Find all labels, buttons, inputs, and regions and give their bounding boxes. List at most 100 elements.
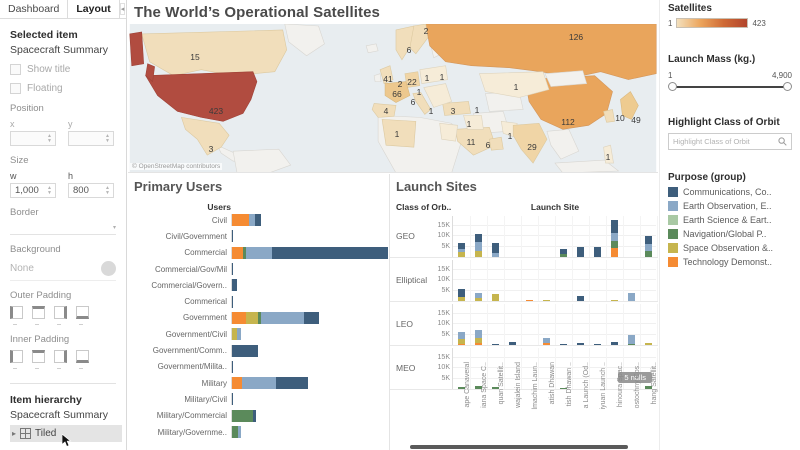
bar-segment[interactable]: [645, 250, 652, 257]
purpose-legend-item[interactable]: Navigation/Global P..: [668, 229, 792, 239]
bar-segment[interactable]: [560, 248, 567, 254]
bar-segment[interactable]: [254, 214, 261, 227]
position-y-input[interactable]: ▲ ▼: [68, 131, 114, 146]
stacked-bar[interactable]: [560, 344, 567, 345]
country-iraq[interactable]: [463, 115, 484, 130]
country-sweden[interactable]: [409, 24, 429, 55]
color-gradient-bar[interactable]: [676, 18, 749, 28]
bar-segment[interactable]: [611, 341, 618, 345]
bar-segment[interactable]: [492, 386, 499, 389]
bar-segment[interactable]: [543, 342, 550, 345]
stacked-bar[interactable]: [611, 220, 618, 257]
bar-segment[interactable]: [232, 409, 254, 422]
country-france[interactable]: [384, 81, 411, 103]
stacked-bar[interactable]: [645, 386, 652, 389]
launch-mass-slider[interactable]: [668, 81, 792, 93]
country-uk[interactable]: [379, 65, 394, 85]
bar-segment[interactable]: [232, 377, 242, 390]
tab-layout[interactable]: Layout: [67, 0, 120, 18]
stacked-bar[interactable]: [492, 293, 499, 301]
bar-segment[interactable]: [475, 242, 482, 251]
country-saudi-arabia[interactable]: [455, 126, 496, 156]
bar-segment[interactable]: [577, 343, 584, 345]
horizontal-scrollbar[interactable]: [410, 445, 628, 449]
bar-segment[interactable]: [509, 342, 516, 345]
stacked-bar[interactable]: [594, 344, 601, 345]
bar-segment[interactable]: [475, 342, 482, 345]
stacked-bar[interactable]: [492, 243, 499, 257]
stacked-bar[interactable]: [560, 387, 567, 389]
orbit-plot-area[interactable]: [452, 304, 658, 345]
country-philippines[interactable]: [603, 144, 614, 164]
bar-segment[interactable]: [560, 387, 567, 389]
sidebar-collapse-button[interactable]: ◂: [119, 3, 126, 15]
orbit-plot-area[interactable]: 5 nulls: [452, 348, 658, 389]
purpose-legend-item[interactable]: Technology Demonst..: [668, 257, 792, 267]
bar-segment[interactable]: [246, 311, 258, 324]
region-eastern-europe[interactable]: [419, 65, 448, 84]
bar-segment[interactable]: [303, 311, 320, 324]
bar-segment[interactable]: [526, 299, 533, 301]
stacked-bar[interactable]: [577, 295, 584, 301]
bar-segment[interactable]: [492, 344, 499, 345]
hierarchy-root[interactable]: Spacecraft Summary: [10, 409, 109, 421]
bar-segment[interactable]: [475, 233, 482, 243]
country-japan[interactable]: [620, 91, 639, 120]
stacked-bar[interactable]: [492, 386, 499, 389]
stacked-bar[interactable]: [475, 386, 482, 389]
bar-segment[interactable]: [577, 246, 584, 257]
bar-segment[interactable]: [577, 295, 584, 301]
bar-segment[interactable]: [232, 214, 250, 227]
bar-segment[interactable]: [628, 334, 635, 344]
bar-segment[interactable]: [611, 232, 618, 242]
stacked-bar[interactable]: [458, 386, 465, 389]
bar-segment[interactable]: [246, 246, 273, 259]
stacked-bar[interactable]: [611, 341, 618, 345]
stacked-bar[interactable]: [543, 338, 550, 345]
bar-segment[interactable]: [475, 330, 482, 338]
bar-segment[interactable]: [645, 343, 652, 345]
slider-track[interactable]: [672, 86, 788, 88]
outer-padding-top-icon[interactable]: [32, 306, 45, 319]
bar-segment[interactable]: [232, 246, 244, 259]
bar-segment[interactable]: [232, 344, 258, 357]
hierarchy-item-tiled[interactable]: ▸ Tiled: [10, 425, 122, 447]
stacked-bar[interactable]: [628, 292, 635, 301]
world-map[interactable]: [128, 24, 658, 173]
bar-segment[interactable]: [611, 300, 618, 301]
bar-segment[interactable]: [645, 236, 652, 245]
inner-padding-left-icon[interactable]: [10, 350, 23, 363]
bar-segment[interactable]: [272, 246, 388, 259]
bar-segment[interactable]: [458, 343, 465, 345]
background-color-swatch[interactable]: [101, 261, 116, 276]
bar-segment[interactable]: [458, 251, 465, 257]
region-balkans[interactable]: [423, 83, 452, 108]
bar-segment[interactable]: [458, 289, 465, 297]
bar-segment[interactable]: [253, 409, 256, 422]
nulls-indicator-badge[interactable]: 5 nulls: [618, 372, 652, 383]
country-usa[interactable]: [145, 71, 258, 122]
inner-padding-right-icon[interactable]: [54, 350, 67, 363]
bar-segment[interactable]: [458, 386, 465, 389]
bar-segment[interactable]: [232, 295, 233, 308]
stacked-bar[interactable]: [577, 246, 584, 257]
bar-segment[interactable]: [237, 426, 241, 438]
country-usa-alaska[interactable]: [129, 31, 144, 67]
bar-segment[interactable]: [232, 311, 247, 324]
country-algeria[interactable]: [381, 119, 417, 148]
highlight-input[interactable]: [673, 137, 778, 146]
bar-segment[interactable]: [241, 377, 277, 390]
country-norway[interactable]: [395, 25, 415, 61]
stacked-bar[interactable]: [475, 233, 482, 257]
bar-segment[interactable]: [492, 243, 499, 253]
tab-dashboard[interactable]: Dashboard: [8, 3, 60, 15]
stacked-bar[interactable]: [645, 236, 652, 257]
country-canada[interactable]: [141, 29, 288, 76]
bar-segment[interactable]: [543, 338, 550, 343]
stacked-bar[interactable]: [475, 292, 482, 301]
floating-checkbox[interactable]: [10, 83, 21, 94]
bar-segment[interactable]: [594, 344, 601, 345]
bar-segment[interactable]: [257, 311, 261, 324]
country-kazakhstan[interactable]: [479, 71, 550, 98]
orbit-plot-area[interactable]: [452, 216, 658, 257]
